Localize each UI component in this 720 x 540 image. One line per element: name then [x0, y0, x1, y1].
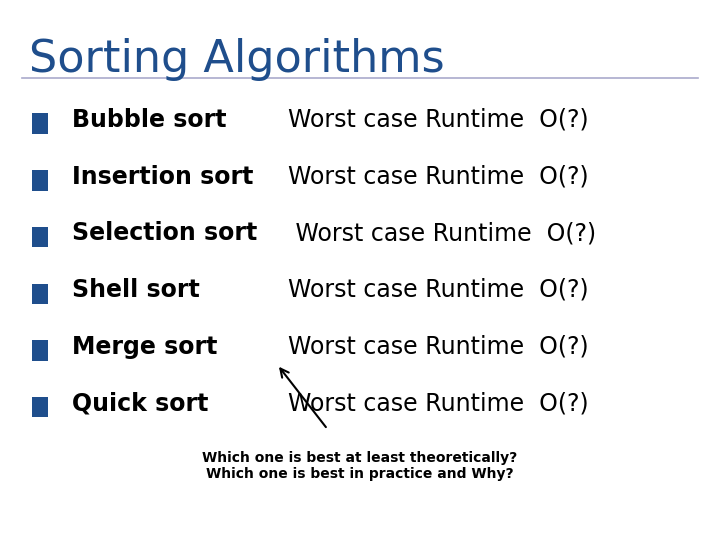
FancyBboxPatch shape [32, 227, 48, 247]
Text: Merge sort: Merge sort [72, 335, 217, 359]
Text: Selection sort: Selection sort [72, 221, 257, 245]
Text: Worst case Runtime  O(?): Worst case Runtime O(?) [288, 108, 589, 132]
Text: Sorting Algorithms: Sorting Algorithms [29, 38, 444, 81]
FancyBboxPatch shape [32, 113, 48, 134]
Text: Worst case Runtime  O(?): Worst case Runtime O(?) [288, 278, 589, 302]
Text: Shell sort: Shell sort [72, 278, 199, 302]
FancyBboxPatch shape [32, 340, 48, 361]
FancyBboxPatch shape [32, 170, 48, 191]
Text: Which one is best at least theoretically?
Which one is best in practice and Why?: Which one is best at least theoretically… [202, 451, 518, 481]
Text: Bubble sort: Bubble sort [72, 108, 227, 132]
Text: Worst case Runtime  O(?): Worst case Runtime O(?) [288, 221, 596, 245]
FancyBboxPatch shape [32, 284, 48, 304]
FancyBboxPatch shape [32, 397, 48, 417]
Text: Worst case Runtime  O(?): Worst case Runtime O(?) [288, 335, 589, 359]
Text: Worst case Runtime  O(?): Worst case Runtime O(?) [288, 392, 589, 415]
Text: Worst case Runtime  O(?): Worst case Runtime O(?) [288, 165, 589, 188]
Text: Quick sort: Quick sort [72, 392, 208, 415]
Text: Insertion sort: Insertion sort [72, 165, 253, 188]
